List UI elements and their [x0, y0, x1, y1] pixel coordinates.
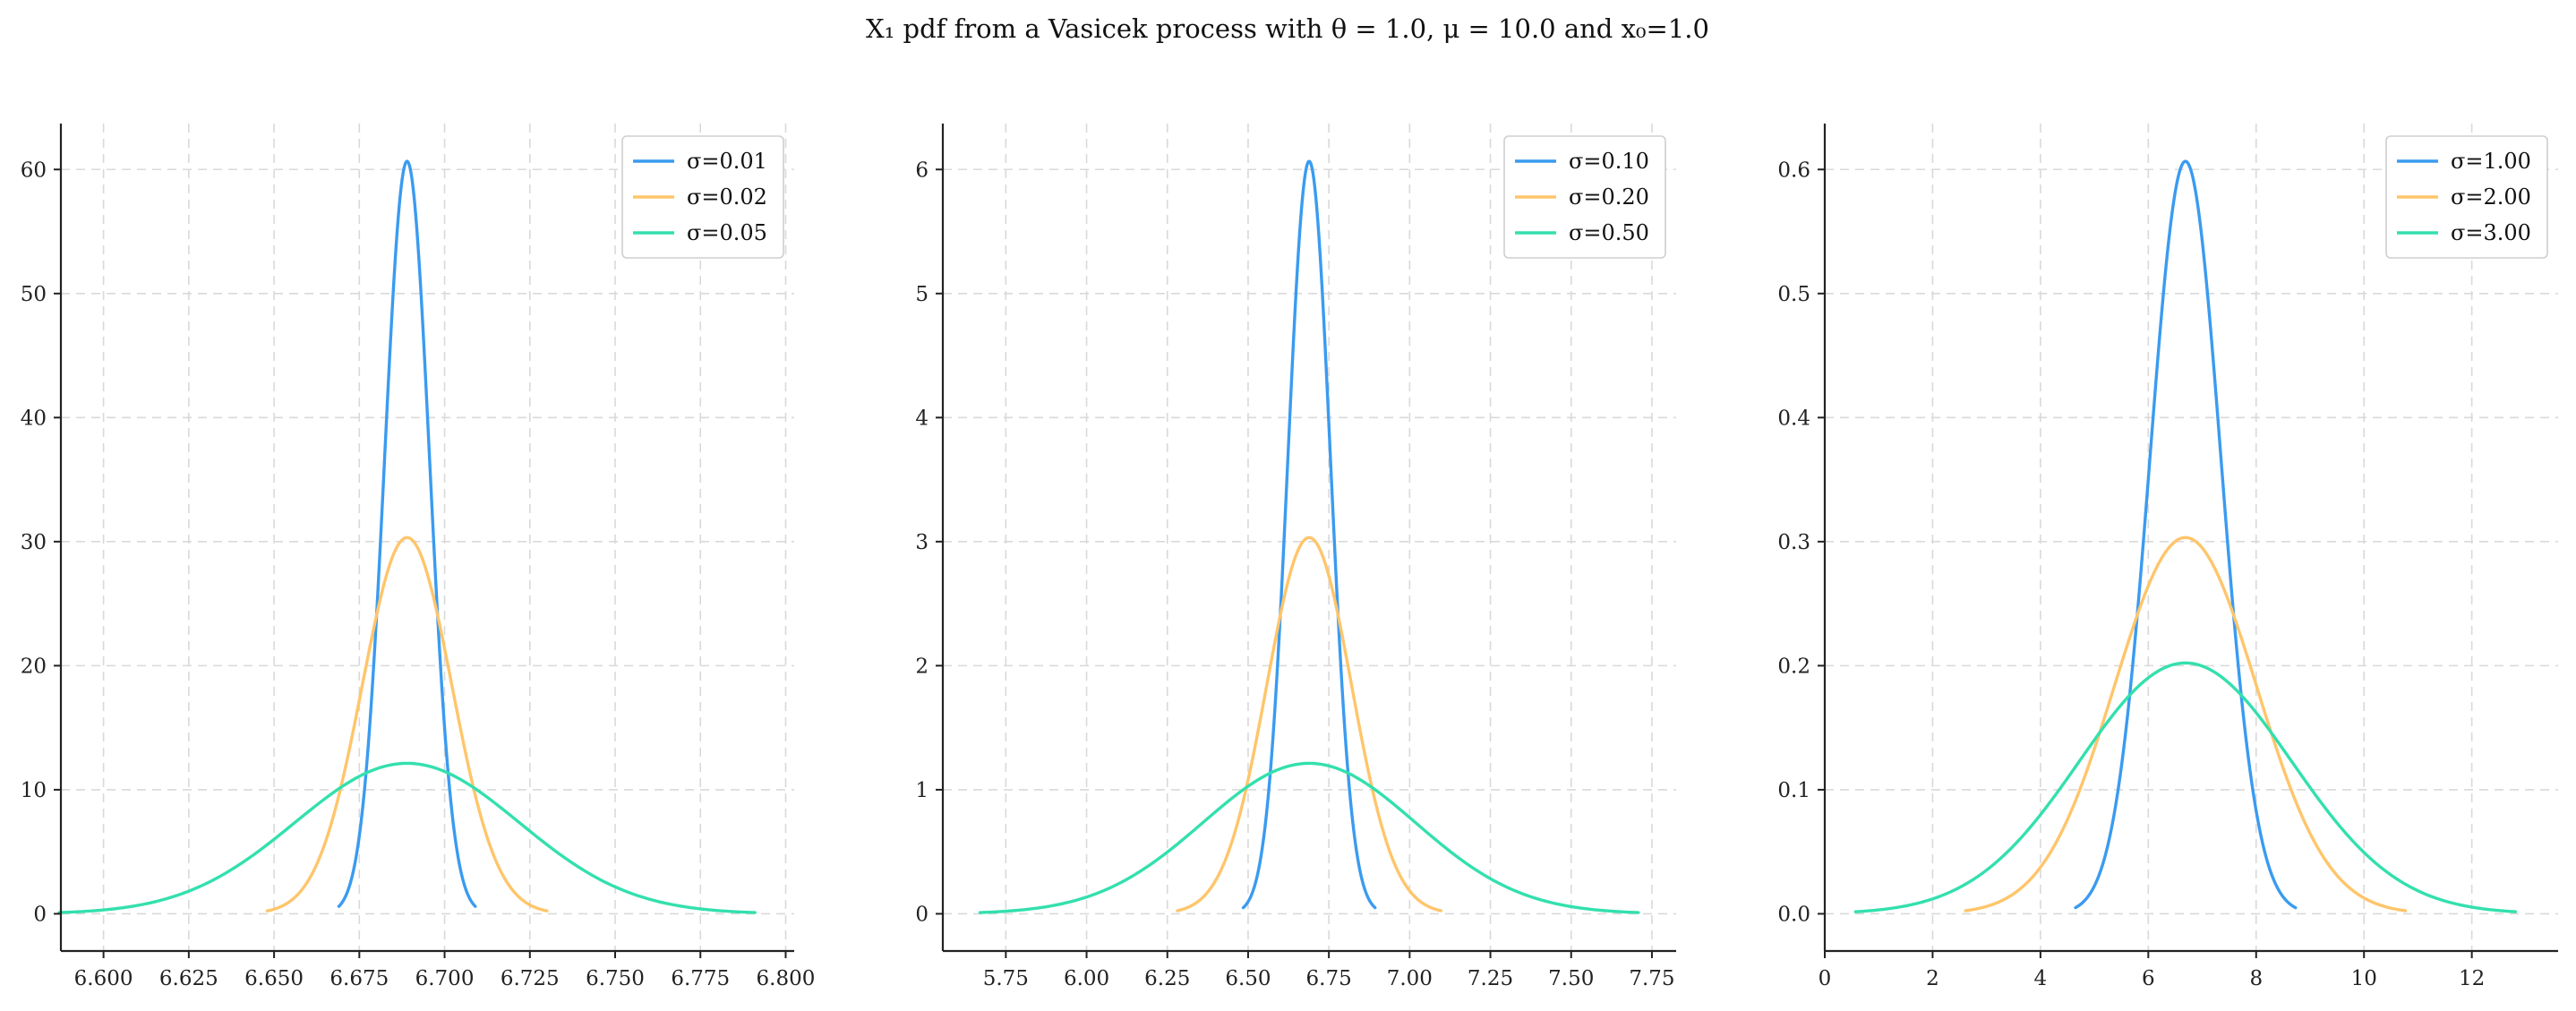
y-tick-label: 6: [915, 159, 929, 182]
chart-title: X₁ pdf from a Vasicek process with θ = 1…: [866, 13, 1709, 44]
x-tick-label: 10: [2351, 967, 2377, 990]
y-tick-label: 30: [21, 531, 47, 554]
legend-label: σ=2.00: [2451, 184, 2531, 210]
series-line-3: [978, 761, 1640, 914]
x-tick-label: 6.625: [159, 967, 218, 990]
legend-label: σ=0.02: [687, 184, 767, 210]
series-line-2: [1176, 535, 1443, 912]
x-tick-label: 7.25: [1468, 967, 1513, 990]
legend-label: σ=0.20: [1569, 184, 1649, 210]
series-line-3: [57, 761, 757, 914]
subplots: 6.600 6.625 6.650 6.675 6.700 6.725 6.750 6.775…: [21, 124, 2558, 990]
y-tick-label: 0.5: [1777, 283, 1810, 306]
y-tick-label: 2: [915, 655, 929, 678]
x-tick-label: 6.25: [1144, 967, 1190, 990]
x-tick-label: 6.775: [671, 967, 730, 990]
y-tick-label: 0.3: [1777, 531, 1810, 554]
y-tick-label: 5: [915, 283, 929, 306]
legend-label: σ=1.00: [2451, 149, 2531, 174]
y-tick-label: 0: [33, 903, 47, 926]
x-tick-label: 7.50: [1548, 967, 1594, 990]
series-line-2: [265, 535, 549, 912]
legend-label: σ=0.05: [687, 220, 767, 245]
series-line-1: [2074, 159, 2298, 910]
subplot-3: 0 2 4 6 8 10 12 0.0 0.1 0.2 0.3 0.4 0.5 0.6 σ=1.00 σ=2.…: [1777, 124, 2558, 990]
x-tick-label: 7.00: [1387, 967, 1433, 990]
x-tick-label: 4: [2034, 967, 2048, 990]
x-tick-label: 6.600: [74, 967, 133, 990]
y-tick-label: 0.0: [1777, 903, 1810, 926]
x-tick-label: 6.00: [1064, 967, 1109, 990]
y-tick-label: 0.4: [1777, 407, 1810, 430]
y-tick-label: 0.2: [1777, 655, 1810, 678]
y-tick-label: 50: [21, 283, 47, 306]
subplot-1: 6.600 6.625 6.650 6.675 6.700 6.725 6.750 6.775…: [21, 124, 816, 990]
x-tick-label: 6.50: [1225, 967, 1271, 990]
legend-frame: [2385, 135, 2548, 259]
legend-frame: [621, 135, 784, 259]
y-tick-label: 4: [915, 407, 929, 430]
x-tick-label: 8: [2249, 967, 2263, 990]
x-tick-label: 5.75: [983, 967, 1029, 990]
x-tick-label: 6: [2142, 967, 2155, 990]
y-tick-label: 40: [21, 407, 47, 430]
x-tick-label: 6.75: [1306, 967, 1352, 990]
x-tick-label: 6.675: [329, 967, 389, 990]
y-tick-label: 1: [915, 779, 929, 802]
subplot-2: 5.75 6.00 6.25 6.50 6.75 7.00 7.25 7.50 7.75 0 1 2 3…: [915, 124, 1676, 990]
y-tick-label: 20: [21, 655, 47, 678]
x-tick-label: 6.800: [757, 967, 816, 990]
series-line-1: [337, 159, 477, 908]
y-tick-label: 60: [21, 159, 47, 182]
series-line-2: [1964, 535, 2408, 912]
x-tick-label: 6.750: [586, 967, 645, 990]
legend-label: σ=0.01: [687, 149, 767, 174]
y-tick-label: 3: [915, 531, 929, 554]
legend: σ=1.00 σ=2.00 σ=3.00: [2385, 135, 2548, 259]
series-line-3: [1853, 661, 2518, 913]
y-tick-label: 0.6: [1777, 159, 1810, 182]
series-line-1: [1241, 159, 1377, 910]
x-tick-label: 12: [2459, 967, 2485, 990]
y-tick-label: 0: [915, 903, 929, 926]
x-tick-label: 2: [1926, 967, 1939, 990]
x-tick-label: 6.725: [501, 967, 560, 990]
legend: σ=0.10 σ=0.20 σ=0.50: [1503, 135, 1666, 259]
legend-label: σ=0.10: [1569, 149, 1649, 174]
legend-frame: [1503, 135, 1666, 259]
y-tick-label: 10: [21, 779, 47, 802]
x-tick-label: 0: [1819, 967, 1832, 990]
x-tick-label: 6.650: [244, 967, 304, 990]
y-tick-label: 0.1: [1777, 779, 1810, 802]
x-tick-label: 7.75: [1629, 967, 1674, 990]
legend-label: σ=0.50: [1569, 220, 1649, 245]
x-tick-label: 6.700: [415, 967, 475, 990]
legend-label: σ=3.00: [2451, 220, 2531, 245]
legend: σ=0.01 σ=0.02 σ=0.05: [621, 135, 784, 259]
